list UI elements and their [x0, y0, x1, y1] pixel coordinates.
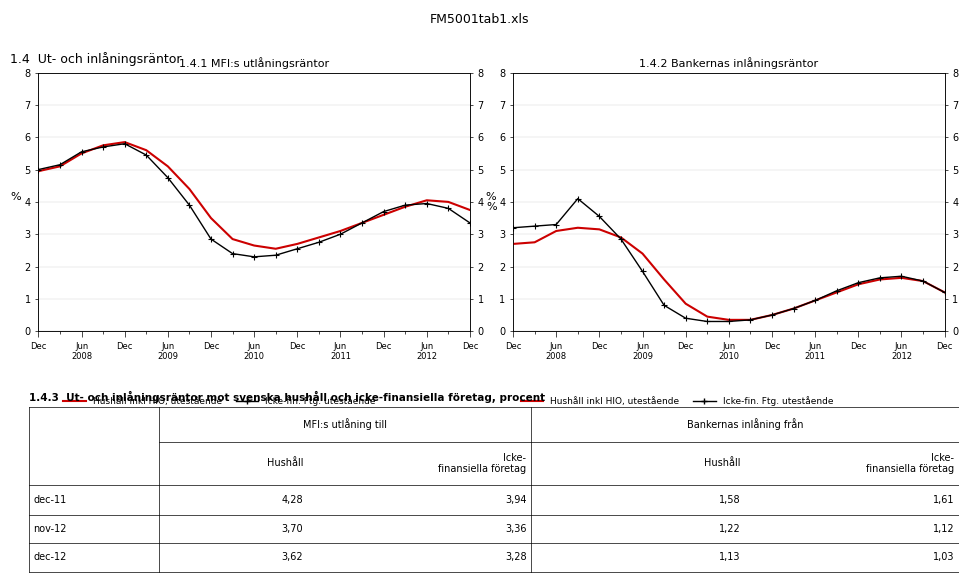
Text: 1,58: 1,58 [719, 495, 740, 505]
Text: 3,62: 3,62 [282, 553, 303, 562]
Text: Icke-
finansiella företag: Icke- finansiella företag [866, 453, 954, 474]
Text: dec-11: dec-11 [34, 495, 67, 505]
Text: 3,94: 3,94 [505, 495, 526, 505]
Text: 1,13: 1,13 [719, 553, 740, 562]
Text: Hushåll: Hushåll [267, 458, 303, 468]
Text: Hushåll: Hushåll [704, 458, 740, 468]
Text: dec-12: dec-12 [34, 553, 67, 562]
Text: 4,28: 4,28 [282, 495, 303, 505]
Text: 1,03: 1,03 [933, 553, 954, 562]
Text: Icke-
finansiella företag: Icke- finansiella företag [438, 453, 526, 474]
Text: Bankernas inlåning från: Bankernas inlåning från [687, 418, 804, 430]
Legend: Hushåll inkl HIO, utestående, Icke-fin. Ftg. utestående: Hushåll inkl HIO, utestående, Icke-fin. … [59, 393, 380, 410]
Title: 1.4.1 MFI:s utlåningsräntor: 1.4.1 MFI:s utlåningsräntor [179, 57, 329, 69]
Text: 1.4.3  Ut- och inlåningsräntor mot svenska hushåll och icke-finansiella företag,: 1.4.3 Ut- och inlåningsräntor mot svensk… [29, 391, 545, 403]
Title: 1.4.2 Bankernas inlåningsräntor: 1.4.2 Bankernas inlåningsräntor [640, 57, 818, 69]
Text: 3,28: 3,28 [504, 553, 526, 562]
Y-axis label: %: % [485, 192, 496, 202]
Text: 3,36: 3,36 [505, 523, 526, 534]
Text: nov-12: nov-12 [34, 523, 67, 534]
Text: FM5001tab1.xls: FM5001tab1.xls [430, 13, 529, 26]
Y-axis label: %: % [487, 202, 498, 212]
Text: 1,61: 1,61 [933, 495, 954, 505]
Legend: Hushåll inkl HIO, utestående, Icke-fin. Ftg. utestående: Hushåll inkl HIO, utestående, Icke-fin. … [517, 393, 837, 410]
Text: 1,12: 1,12 [933, 523, 954, 534]
Y-axis label: %: % [11, 192, 21, 202]
Text: MFI:s utlåning till: MFI:s utlåning till [303, 418, 387, 430]
Text: 3,70: 3,70 [282, 523, 303, 534]
Text: 1.4  Ut- och inlåningsräntor: 1.4 Ut- och inlåningsräntor [10, 52, 181, 66]
Text: 1,22: 1,22 [718, 523, 740, 534]
